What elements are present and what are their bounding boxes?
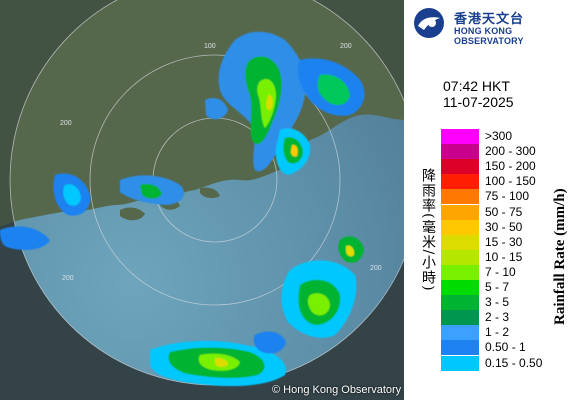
- legend-swatch: [441, 189, 479, 205]
- legend-swatch: [441, 129, 479, 145]
- legend-swatch: [441, 219, 479, 235]
- logo-english: HONG KONG OBSERVATORY: [454, 26, 524, 46]
- legend-row: 150 - 200: [441, 159, 577, 175]
- copyright-text: © Hong Kong Observatory: [272, 384, 402, 396]
- legend-swatch: [441, 280, 479, 296]
- legend-swatch: [441, 174, 479, 190]
- radar-map[interactable]: 100 200 200 200 200 © Hong Kong Observat…: [0, 0, 404, 400]
- legend-swatch: [441, 234, 479, 250]
- range-label-n: 100: [204, 43, 216, 50]
- rain-echoes: [0, 31, 365, 387]
- legend-swatch: [441, 340, 479, 356]
- legend-row: 5 - 7: [441, 280, 577, 296]
- range-label-ne: 200: [340, 43, 352, 50]
- legend-label: 75 - 100: [485, 189, 530, 204]
- legend-row: 10 - 15: [441, 249, 577, 265]
- legend-label: 2 - 3: [485, 310, 510, 325]
- legend-panel: [404, 0, 577, 400]
- legend-label: 30 - 50: [485, 219, 523, 234]
- radar-map-svg: 100 200 200 200 200: [0, 0, 404, 387]
- legend-label: >300: [485, 129, 513, 143]
- legend-swatch: [441, 295, 479, 311]
- legend-title-chinese: 降雨率(毫米/小時): [420, 168, 436, 292]
- land-north: [0, 0, 404, 226]
- legend-label: 50 - 75: [485, 204, 523, 219]
- legend-label: 3 - 5: [485, 295, 510, 310]
- legend-row: 0.15 - 0.50: [441, 355, 577, 371]
- legend-swatch: [441, 355, 479, 371]
- legend-swatch: [441, 325, 479, 341]
- legend-row: 1 - 2: [441, 325, 577, 341]
- legend-row: 75 - 100: [441, 189, 577, 205]
- hko-emblem-icon: [414, 8, 444, 38]
- range-label-sw: 200: [62, 275, 74, 282]
- legend-swatch: [441, 264, 479, 280]
- legend-label: 7 - 10: [485, 264, 516, 279]
- legend-label: 15 - 30: [485, 234, 523, 249]
- legend-swatch: [441, 159, 479, 175]
- legend-label: 150 - 200: [485, 159, 536, 174]
- legend-label: 1 - 2: [485, 325, 510, 340]
- logo-chinese: 香港天文台: [454, 12, 525, 27]
- legend-label: 100 - 150: [485, 174, 536, 189]
- legend-row: 3 - 5: [441, 295, 577, 311]
- legend-swatch: [441, 249, 479, 265]
- legend-label: 0.50 - 1: [485, 340, 526, 355]
- range-label-nw: 200: [60, 120, 72, 127]
- legend-label: 10 - 15: [485, 249, 523, 264]
- legend-row: >300: [441, 129, 577, 145]
- range-labels: 100 200 200 200 200: [60, 43, 382, 282]
- legend-swatch: [441, 310, 479, 326]
- legend-row: 2 - 3: [441, 310, 577, 326]
- legend-row: 200 - 300: [441, 144, 577, 160]
- legend-swatch: [441, 144, 479, 160]
- legend-row: 15 - 30: [441, 234, 577, 250]
- legend-row: 7 - 10: [441, 264, 577, 280]
- legend-swatch: [441, 204, 479, 220]
- range-label-se: 200: [370, 265, 382, 272]
- observation-time: 07:42 HKT: [443, 78, 510, 94]
- legend-row: 50 - 75: [441, 204, 577, 220]
- legend-row: 30 - 50: [441, 219, 577, 235]
- legend-row: 100 - 150: [441, 174, 577, 190]
- legend-label: 0.15 - 0.50: [485, 355, 543, 370]
- legend-row: 0.50 - 1: [441, 340, 577, 356]
- legend-label: 200 - 300: [485, 144, 536, 159]
- hko-logo: 香港天文台 HONG KONG OBSERVATORY: [412, 6, 572, 46]
- observation-date: 11-07-2025: [443, 94, 514, 110]
- legend-label: 5 - 7: [485, 280, 510, 294]
